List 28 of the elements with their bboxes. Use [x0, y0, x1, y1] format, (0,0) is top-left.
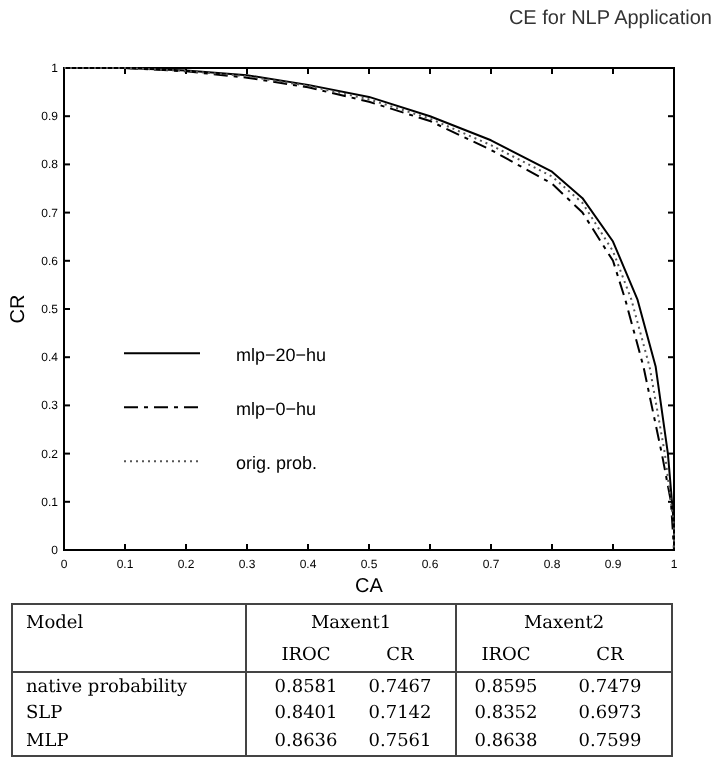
category-label: native probability [26, 678, 188, 698]
text: 0.7467 [368, 678, 432, 698]
legend-title: Model [26, 614, 84, 634]
y-axis-title: CR [8, 294, 30, 324]
legend-label: orig. prob. [236, 453, 318, 474]
text: 0.8352 [474, 704, 538, 724]
text: Maxent1 [310, 614, 392, 634]
text: 0.7479 [578, 678, 642, 698]
x-axis-title: CA [355, 576, 384, 598]
category-label: IROC [281, 646, 331, 666]
text: 0.8595 [474, 678, 538, 698]
legend-label: mlp−20−hu [236, 345, 327, 366]
category-label: CR [386, 646, 415, 666]
category-label: SLP [26, 704, 63, 724]
text: 0.8401 [274, 704, 338, 724]
text: 0.7599 [578, 732, 642, 752]
text: 0.7561 [368, 732, 432, 752]
text: 0.7142 [368, 704, 432, 724]
text: Maxent2 [523, 614, 605, 634]
category-label: MLP [26, 732, 69, 752]
category-label: CR [596, 646, 625, 666]
text: 0.6973 [578, 704, 642, 724]
legend-label: mlp−0−hu [236, 399, 317, 420]
text: 0.8636 [274, 732, 338, 752]
text: 0.8581 [274, 678, 338, 698]
text: CE for NLP Application [508, 8, 712, 30]
text: 0.8638 [474, 732, 538, 752]
category-label: IROC [481, 646, 531, 666]
